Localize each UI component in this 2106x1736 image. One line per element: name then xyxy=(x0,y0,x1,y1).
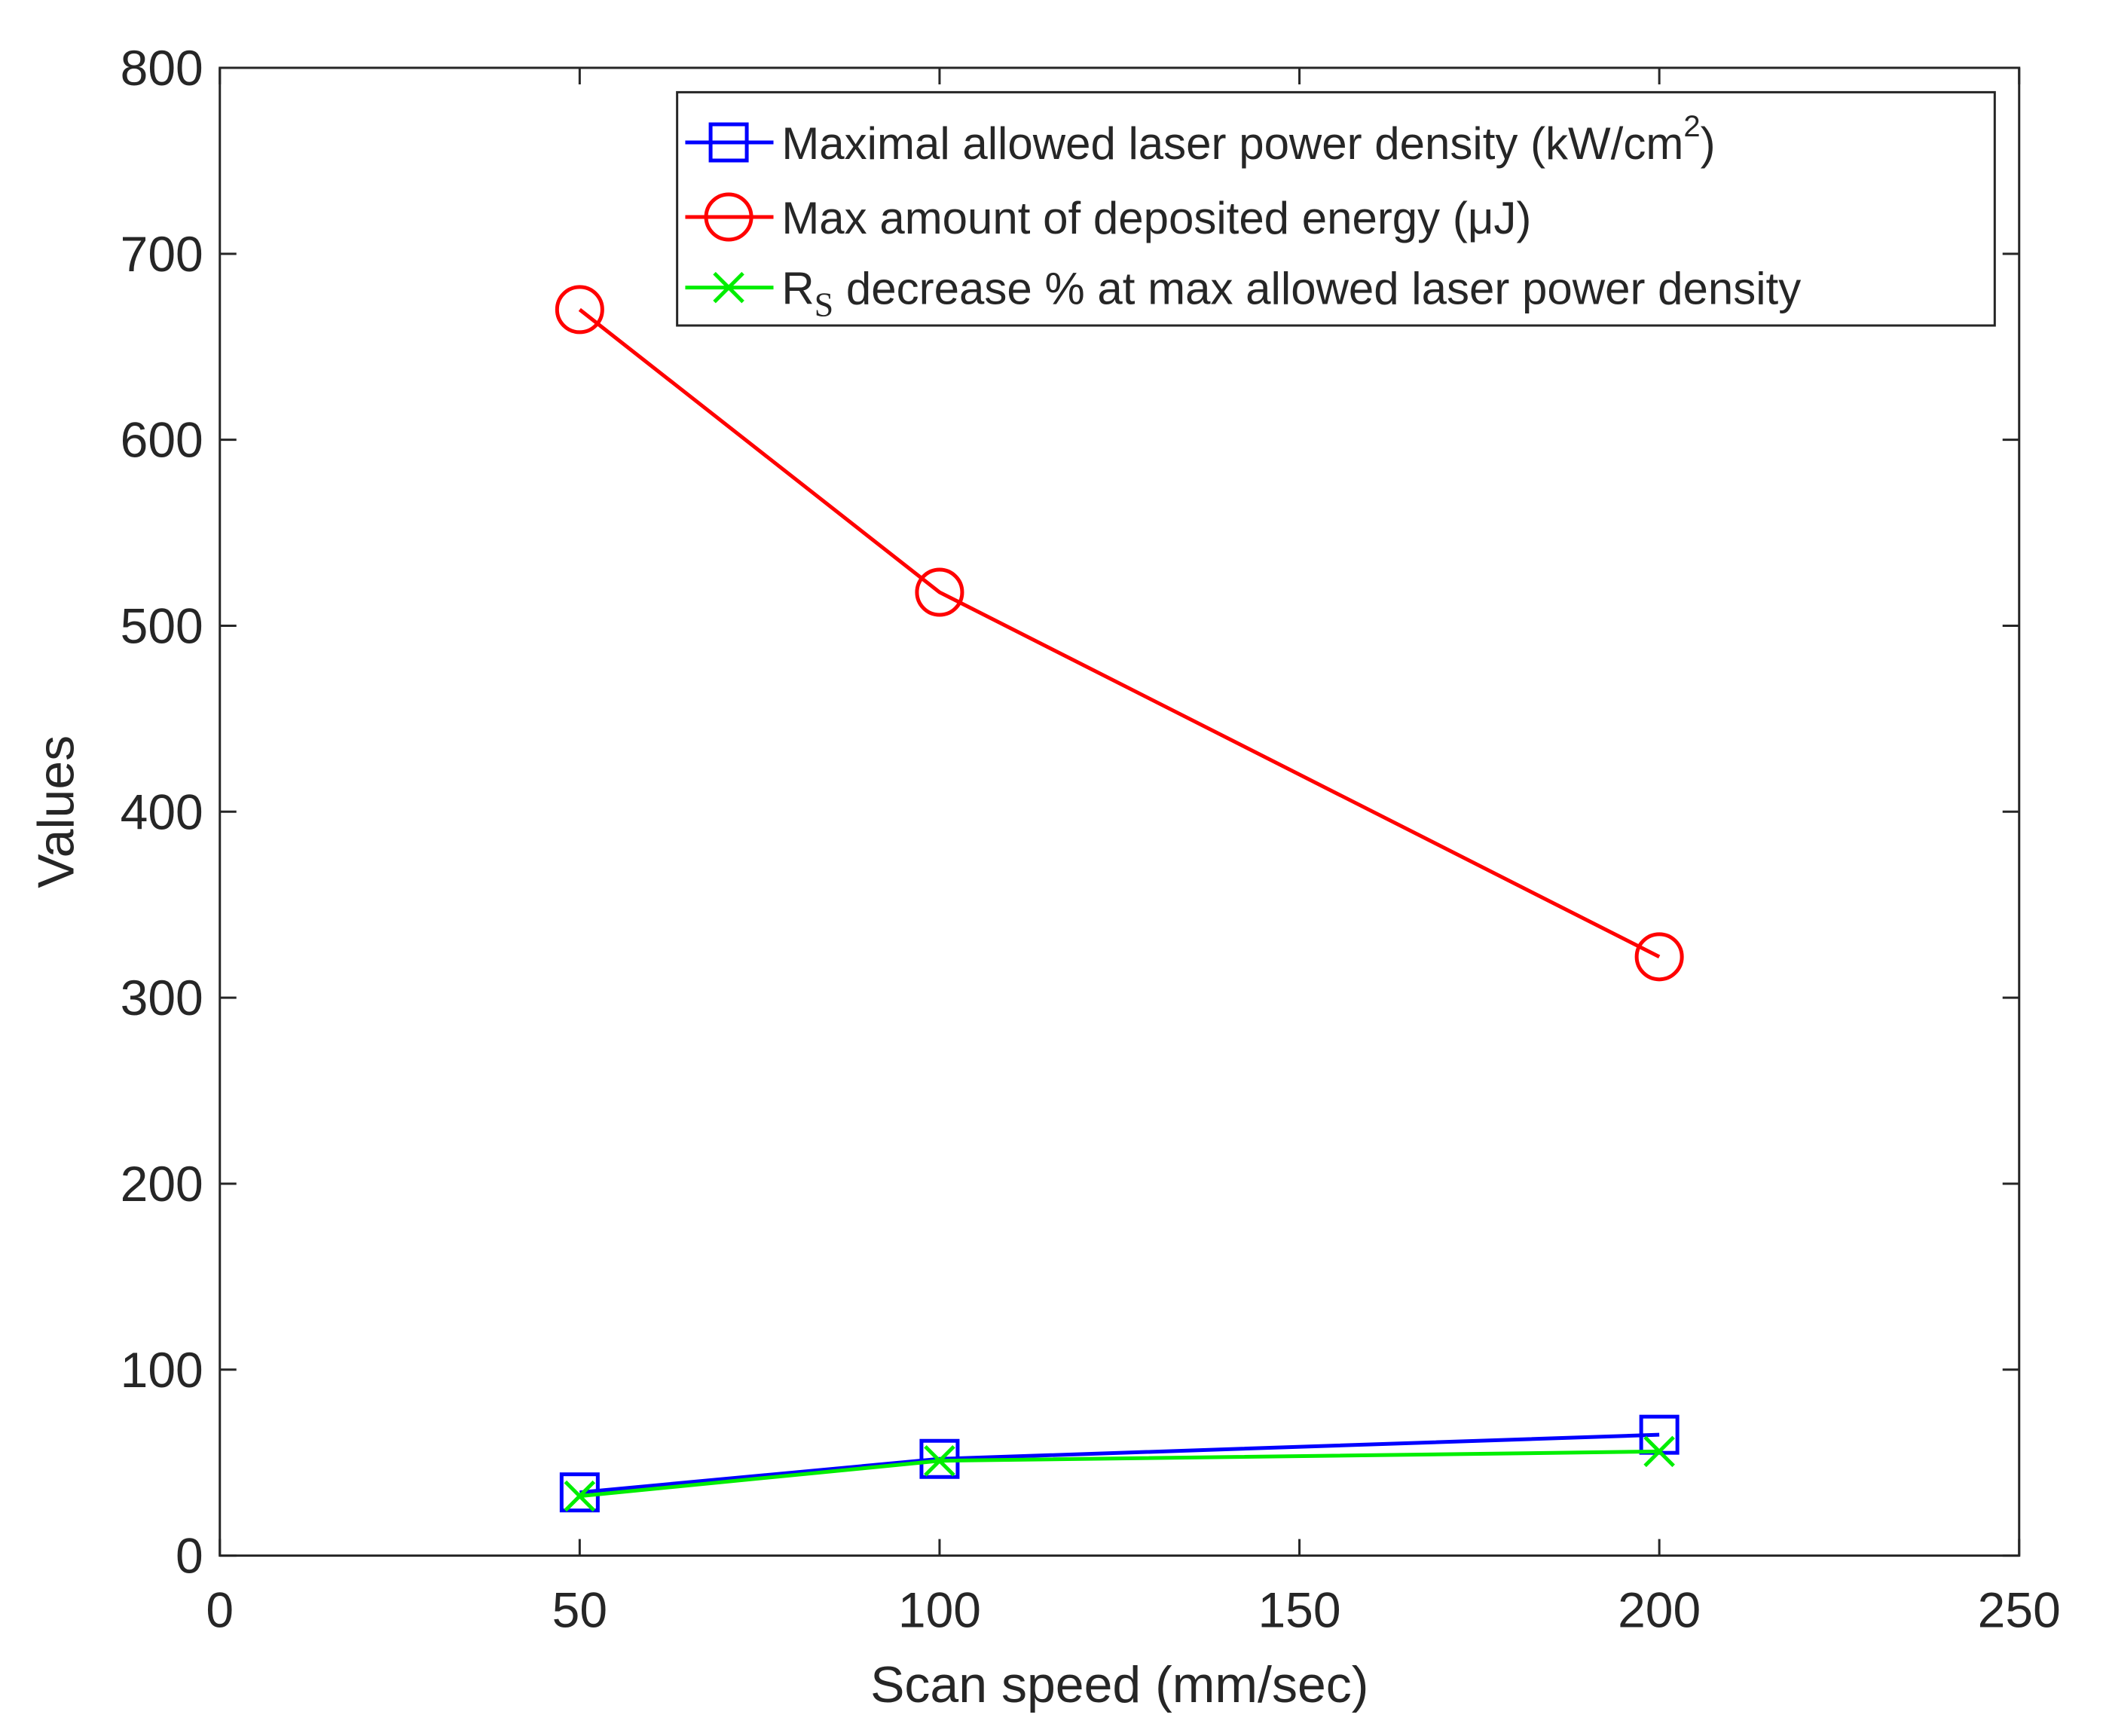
series-x xyxy=(564,1435,1675,1512)
y-tick-label: 700 xyxy=(121,226,203,282)
series-layer xyxy=(555,285,1684,1513)
legend-label-power-density-tail: ) xyxy=(1701,118,1716,169)
x-axis-title: Scan speed (mm/sec) xyxy=(870,1656,1368,1713)
legend-entry-power-density: Maximal allowed laser power density (kW/… xyxy=(685,110,1716,169)
y-tick-label: 800 xyxy=(121,40,203,96)
data-point-circle xyxy=(1634,932,1684,982)
legend-label-power-density: Maximal allowed laser power density (kW/… xyxy=(781,110,1715,169)
x-tick-label: 250 xyxy=(1978,1582,2061,1638)
legend-entry-deposited-energy: Max amount of deposited energy (μJ) xyxy=(685,192,1531,243)
y-tick-label: 500 xyxy=(121,598,203,653)
legend-label-rs-prefix: R xyxy=(781,264,814,314)
data-point-x xyxy=(564,1480,596,1512)
y-tick-label: 100 xyxy=(121,1342,203,1398)
series-square xyxy=(559,1414,1680,1513)
x-tick-label: 0 xyxy=(206,1582,234,1638)
legend-x-marker xyxy=(713,271,744,304)
x-tick-label: 50 xyxy=(552,1582,607,1638)
y-tick-label: 400 xyxy=(121,784,203,839)
x-tick-label: 100 xyxy=(898,1582,981,1638)
legend-circle-marker xyxy=(704,192,753,242)
axis-ticks: 0 50 100 150 200 250 0 100 200 300 400 500 600 700 800 xyxy=(121,40,2061,1638)
series-line-circle xyxy=(578,307,1661,959)
legend-label-deposited-energy: Max amount of deposited energy (μJ) xyxy=(781,193,1531,243)
data-point-square xyxy=(559,1472,600,1513)
data-point-x xyxy=(924,1444,955,1477)
series-line-x xyxy=(579,1449,1660,1499)
data-point-x xyxy=(1643,1435,1675,1468)
series-circle xyxy=(555,285,1684,982)
legend: Maximal allowed laser power density (kW/… xyxy=(676,90,1996,327)
x-tick-label: 200 xyxy=(1618,1582,1701,1638)
legend-label-power-density-sup: 2 xyxy=(1683,110,1700,143)
y-tick-label: 200 xyxy=(121,1156,203,1212)
x-tick-label: 150 xyxy=(1258,1582,1340,1638)
y-axis-title: Values xyxy=(28,735,85,888)
data-point-circle xyxy=(915,567,964,617)
y-tick-label: 0 xyxy=(176,1528,203,1584)
legend-entry-rs-decrease: RS decrease % at max allowed laser power… xyxy=(685,264,1801,324)
legend-label-rs-decrease: RS decrease % at max allowed laser power… xyxy=(781,264,1801,324)
data-point-circle xyxy=(555,285,604,335)
y-tick-label: 600 xyxy=(121,412,203,468)
legend-box xyxy=(676,90,1996,327)
legend-label-power-density-main: Maximal allowed laser power density (kW/… xyxy=(781,118,1683,169)
legend-label-rs-main: decrease % at max allowed laser power de… xyxy=(833,264,1801,314)
legend-square-marker xyxy=(708,122,749,163)
series-line-square xyxy=(579,1432,1660,1495)
legend-label-rs-sub: S xyxy=(815,286,834,324)
y-tick-label: 300 xyxy=(121,970,203,1025)
